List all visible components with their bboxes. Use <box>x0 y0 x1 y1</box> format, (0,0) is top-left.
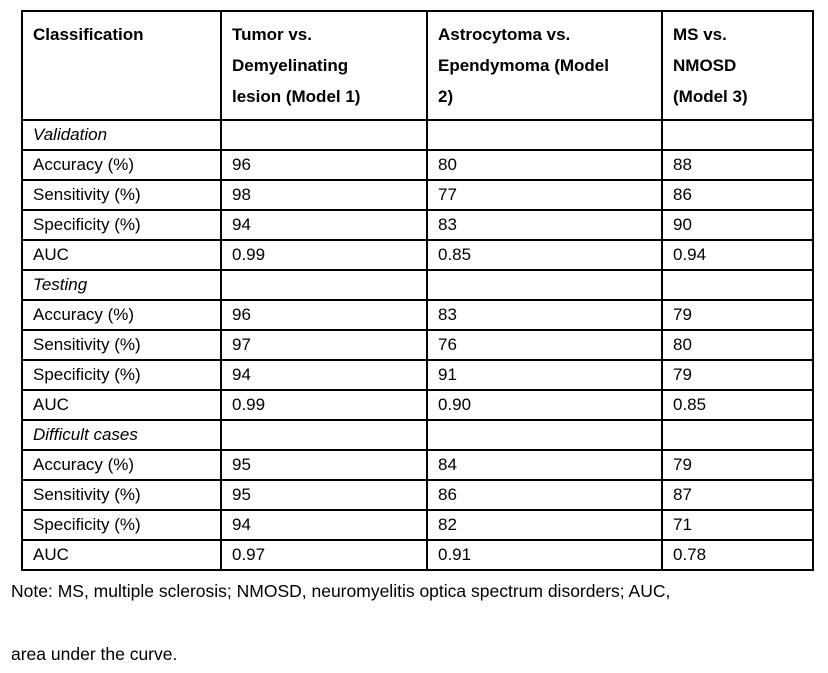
performance-metrics-table: Classification Tumor vs. Demyelinating l… <box>21 10 814 571</box>
metric-label: Accuracy (%) <box>21 299 222 331</box>
value-cell: 0.85 <box>661 389 814 421</box>
value-cell: 91 <box>426 359 663 391</box>
empty-cell <box>220 119 428 151</box>
value-cell: 0.85 <box>426 239 663 271</box>
section-row-testing: Testing <box>21 269 814 301</box>
value-cell: 0.91 <box>426 539 663 571</box>
value-cell: 98 <box>220 179 428 211</box>
value-cell: 76 <box>426 329 663 361</box>
metric-label: AUC <box>21 539 222 571</box>
value-cell: 83 <box>426 209 663 241</box>
empty-cell <box>426 119 663 151</box>
section-row-difficult-cases: Difficult cases <box>21 419 814 451</box>
metric-row: Specificity (%) 94 83 90 <box>21 209 814 241</box>
note-line: Note: MS, multiple sclerosis; NMOSD, neu… <box>11 581 671 601</box>
empty-cell <box>220 419 428 451</box>
value-cell: 71 <box>661 509 814 541</box>
value-cell: 95 <box>220 449 428 481</box>
value-cell: 94 <box>220 509 428 541</box>
header-cell-classification: Classification <box>21 10 222 121</box>
section-label: Validation <box>21 119 222 151</box>
value-cell: 83 <box>426 299 663 331</box>
metric-label: Accuracy (%) <box>21 149 222 181</box>
section-row-validation: Validation <box>21 119 814 151</box>
section-label: Difficult cases <box>21 419 222 451</box>
metric-label: Specificity (%) <box>21 509 222 541</box>
value-cell: 0.97 <box>220 539 428 571</box>
value-cell: 84 <box>426 449 663 481</box>
value-cell: 95 <box>220 479 428 511</box>
empty-cell <box>426 269 663 301</box>
header-cell-model3: MS vs. NMOSD (Model 3) <box>661 10 814 121</box>
metric-row: AUC 0.99 0.90 0.85 <box>21 389 814 421</box>
value-cell: 79 <box>661 449 814 481</box>
value-cell: 88 <box>661 149 814 181</box>
value-cell: 97 <box>220 329 428 361</box>
metric-label: Sensitivity (%) <box>21 179 222 211</box>
metric-row: Accuracy (%) 95 84 79 <box>21 449 814 481</box>
metric-label: Sensitivity (%) <box>21 329 222 361</box>
value-cell: 0.78 <box>661 539 814 571</box>
metric-row: Sensitivity (%) 98 77 86 <box>21 179 814 211</box>
section-label: Testing <box>21 269 222 301</box>
metric-row: Specificity (%) 94 91 79 <box>21 359 814 391</box>
metric-row: AUC 0.99 0.85 0.94 <box>21 239 814 271</box>
value-cell: 79 <box>661 359 814 391</box>
empty-cell <box>661 119 814 151</box>
value-cell: 0.90 <box>426 389 663 421</box>
metric-label: AUC <box>21 239 222 271</box>
empty-cell <box>661 419 814 451</box>
table-header-row: Classification Tumor vs. Demyelinating l… <box>21 10 814 121</box>
value-cell: 87 <box>661 479 814 511</box>
value-cell: 77 <box>426 179 663 211</box>
empty-cell <box>426 419 663 451</box>
metric-label: Sensitivity (%) <box>21 479 222 511</box>
value-cell: 0.99 <box>220 389 428 421</box>
value-cell: 96 <box>220 299 428 331</box>
table-note: Note: MS, multiple sclerosis; NMOSD, neu… <box>11 581 821 664</box>
header-cell-model1: Tumor vs. Demyelinating lesion (Model 1) <box>220 10 428 121</box>
value-cell: 80 <box>661 329 814 361</box>
metric-label: AUC <box>21 389 222 421</box>
metric-row: Sensitivity (%) 95 86 87 <box>21 479 814 511</box>
metric-row: Accuracy (%) 96 80 88 <box>21 149 814 181</box>
value-cell: 90 <box>661 209 814 241</box>
value-cell: 94 <box>220 209 428 241</box>
metric-row: AUC 0.97 0.91 0.78 <box>21 539 814 571</box>
value-cell: 79 <box>661 299 814 331</box>
value-cell: 86 <box>426 479 663 511</box>
value-cell: 86 <box>661 179 814 211</box>
metric-label: Specificity (%) <box>21 209 222 241</box>
empty-cell <box>661 269 814 301</box>
value-cell: 80 <box>426 149 663 181</box>
value-cell: 0.99 <box>220 239 428 271</box>
metric-row: Accuracy (%) 96 83 79 <box>21 299 814 331</box>
value-cell: 94 <box>220 359 428 391</box>
metric-row: Specificity (%) 94 82 71 <box>21 509 814 541</box>
metric-label: Accuracy (%) <box>21 449 222 481</box>
header-cell-model2: Astrocytoma vs. Ependymoma (Model 2) <box>426 10 663 121</box>
note-line: area under the curve. <box>11 644 178 664</box>
value-cell: 96 <box>220 149 428 181</box>
metric-label: Specificity (%) <box>21 359 222 391</box>
value-cell: 0.94 <box>661 239 814 271</box>
empty-cell <box>220 269 428 301</box>
metric-row: Sensitivity (%) 97 76 80 <box>21 329 814 361</box>
value-cell: 82 <box>426 509 663 541</box>
